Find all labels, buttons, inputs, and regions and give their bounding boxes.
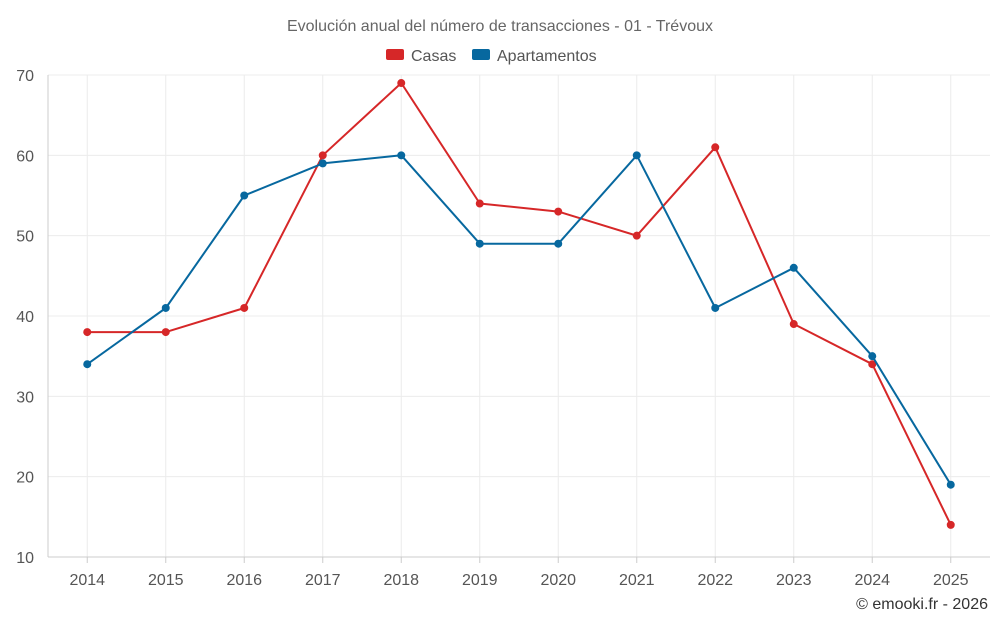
grid bbox=[48, 74, 990, 557]
x-tick-label: 2014 bbox=[69, 572, 105, 589]
y-tick-label: 70 bbox=[16, 68, 34, 85]
data-point-apartamentos[interactable] bbox=[711, 303, 720, 312]
series-line-casas[interactable] bbox=[87, 82, 952, 526]
data-point-apartamentos[interactable] bbox=[83, 360, 92, 369]
y-tick-label: 10 bbox=[16, 550, 34, 567]
chart-title: Evolución anual del número de transaccio… bbox=[287, 18, 713, 35]
data-point-apartamentos[interactable] bbox=[397, 151, 406, 160]
data-point-casas[interactable] bbox=[475, 199, 484, 208]
data-point-apartamentos[interactable] bbox=[868, 352, 877, 361]
x-tick-label: 2016 bbox=[226, 572, 262, 589]
data-point-casas[interactable] bbox=[868, 360, 877, 369]
data-point-casas[interactable] bbox=[554, 207, 563, 216]
data-point-casas[interactable] bbox=[240, 303, 249, 312]
y-tick-label: 40 bbox=[16, 309, 34, 326]
y-tick-label: 30 bbox=[16, 389, 34, 406]
data-point-casas[interactable] bbox=[632, 231, 641, 240]
x-tick-label: 2015 bbox=[148, 572, 184, 589]
legend-swatch-apartamentos bbox=[472, 49, 490, 60]
x-tick-label: 2024 bbox=[854, 572, 890, 589]
data-point-apartamentos[interactable] bbox=[946, 480, 955, 489]
axes: 10 20 30 40 50 60 70 2014 2015 2016 2017 2018 2019 20… bbox=[16, 68, 990, 589]
y-tick-label: 60 bbox=[16, 148, 34, 165]
data-point-apartamentos[interactable] bbox=[554, 239, 563, 248]
x-tick-label: 2022 bbox=[697, 572, 733, 589]
y-tick-label: 20 bbox=[16, 470, 34, 487]
x-tick-label: 2020 bbox=[540, 572, 576, 589]
data-point-apartamentos[interactable] bbox=[318, 159, 327, 168]
legend-item-apartamentos[interactable]: Apartamentos bbox=[472, 48, 597, 65]
x-tick-label: 2021 bbox=[619, 572, 655, 589]
x-tick-label: 2019 bbox=[462, 572, 498, 589]
data-point-casas[interactable] bbox=[789, 320, 798, 329]
legend-label-casas: Casas bbox=[411, 48, 456, 65]
x-tick-label: 2023 bbox=[776, 572, 812, 589]
x-tick-label: 2018 bbox=[383, 572, 419, 589]
data-point-casas[interactable] bbox=[397, 79, 406, 88]
legend: Casas Apartamentos bbox=[386, 48, 597, 65]
data-point-apartamentos[interactable] bbox=[161, 303, 170, 312]
data-point-apartamentos[interactable] bbox=[789, 263, 798, 272]
legend-item-casas[interactable]: Casas bbox=[386, 48, 456, 65]
data-point-apartamentos[interactable] bbox=[475, 239, 484, 248]
y-tick-label: 50 bbox=[16, 229, 34, 246]
series-line-apartamentos[interactable] bbox=[86, 154, 952, 486]
data-point-apartamentos[interactable] bbox=[240, 191, 249, 200]
data-point-casas[interactable] bbox=[711, 143, 720, 152]
data-point-casas[interactable] bbox=[161, 328, 170, 337]
x-tick-label: 2025 bbox=[933, 572, 969, 589]
legend-label-apartamentos: Apartamentos bbox=[497, 48, 597, 65]
legend-swatch-casas bbox=[386, 49, 404, 60]
data-point-apartamentos[interactable] bbox=[632, 151, 641, 160]
series bbox=[83, 79, 955, 529]
x-tick-label: 2017 bbox=[305, 572, 341, 589]
data-point-casas[interactable] bbox=[318, 151, 327, 160]
data-point-casas[interactable] bbox=[946, 520, 955, 529]
credit-text: © emooki.fr - 2026 bbox=[856, 596, 988, 613]
data-point-casas[interactable] bbox=[83, 328, 92, 337]
